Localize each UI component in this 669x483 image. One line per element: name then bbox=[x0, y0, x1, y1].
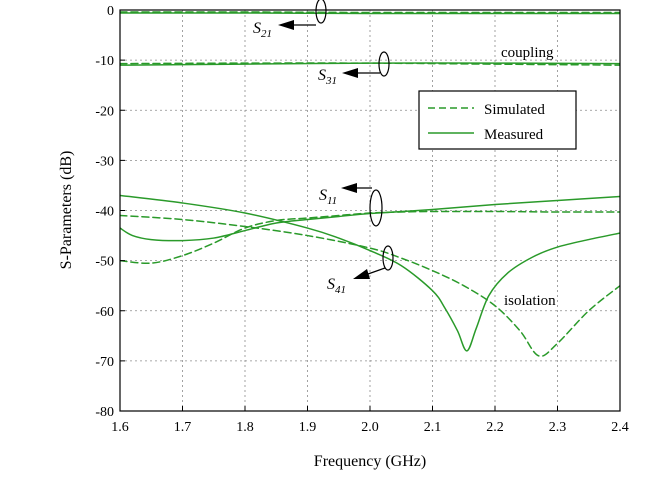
s21-annotation: S21 bbox=[253, 0, 327, 40]
y-tick-label: -40 bbox=[95, 205, 114, 220]
x-tick-label: 2.0 bbox=[361, 420, 379, 435]
s41-arrow-head bbox=[353, 269, 370, 279]
y-tick-label: -10 bbox=[95, 54, 114, 69]
s11-solid-series bbox=[120, 195, 620, 242]
s41-solid-series bbox=[120, 194, 620, 352]
s11-annotation: S11 bbox=[319, 183, 383, 227]
s31-dashed-series bbox=[120, 62, 620, 66]
s41-dashed-series bbox=[120, 214, 620, 357]
coupling-label: coupling bbox=[501, 45, 554, 61]
x-tick-label: 1.9 bbox=[299, 420, 317, 435]
legend: Simulated Measured bbox=[418, 90, 577, 150]
s31-annotation: S31 bbox=[318, 51, 390, 87]
s41-marker-ellipse bbox=[382, 245, 394, 271]
y-tick-label: -70 bbox=[95, 355, 114, 370]
x-tick-label: 2.4 bbox=[611, 420, 629, 435]
s41-annotation: S41 bbox=[327, 245, 394, 296]
isolation-label: isolation bbox=[504, 293, 556, 309]
s11-dashed-series bbox=[120, 210, 620, 265]
s31-solid-series bbox=[120, 62, 620, 66]
x-tick-label: 1.6 bbox=[111, 420, 129, 435]
y-tick-label: 0 bbox=[107, 4, 114, 19]
x-axis-title: Frequency (GHz) bbox=[314, 453, 426, 470]
s21-marker-ellipse bbox=[315, 0, 327, 24]
ticks bbox=[119, 9, 621, 412]
s21-dashed-series bbox=[120, 11, 620, 14]
x-tick-label: 2.2 bbox=[486, 420, 504, 435]
s31-arrow-head bbox=[342, 68, 358, 78]
legend-measured-label: Measured bbox=[484, 127, 544, 143]
grid bbox=[120, 10, 620, 411]
legend-box bbox=[418, 90, 577, 150]
x-tick-label: 1.8 bbox=[236, 420, 254, 435]
y-tick-labels: 0 -10 -20 -30 -40 -50 -60 -70 -80 bbox=[95, 4, 114, 420]
x-tick-label: 2.1 bbox=[424, 420, 442, 435]
s11-arrow-head bbox=[341, 183, 357, 193]
s31-marker-ellipse bbox=[378, 51, 390, 77]
y-axis-title: S-Parameters (dB) bbox=[58, 151, 75, 270]
y-tick-label: -30 bbox=[95, 154, 114, 169]
y-tick-label: -60 bbox=[95, 305, 114, 320]
s21-arrow-head bbox=[278, 20, 294, 30]
s21-solid-series bbox=[120, 12, 620, 15]
series-layer bbox=[120, 11, 620, 357]
s11-label: S11 bbox=[319, 187, 337, 207]
legend-simulated-label: Simulated bbox=[484, 102, 545, 118]
y-tick-label: -20 bbox=[95, 104, 114, 119]
y-tick-label: -50 bbox=[95, 255, 114, 270]
s41-label: S41 bbox=[327, 276, 346, 296]
s41-arrow-line bbox=[367, 267, 386, 275]
x-tick-label: 1.7 bbox=[174, 420, 192, 435]
s21-label: S21 bbox=[253, 20, 272, 40]
s11-marker-ellipse bbox=[369, 189, 383, 227]
y-tick-label: -80 bbox=[95, 405, 114, 420]
x-tick-label: 2.3 bbox=[549, 420, 567, 435]
x-tick-labels: 1.6 1.7 1.8 1.9 2.0 2.1 2.2 2.3 2.4 bbox=[111, 420, 629, 435]
s31-label: S31 bbox=[318, 67, 337, 87]
